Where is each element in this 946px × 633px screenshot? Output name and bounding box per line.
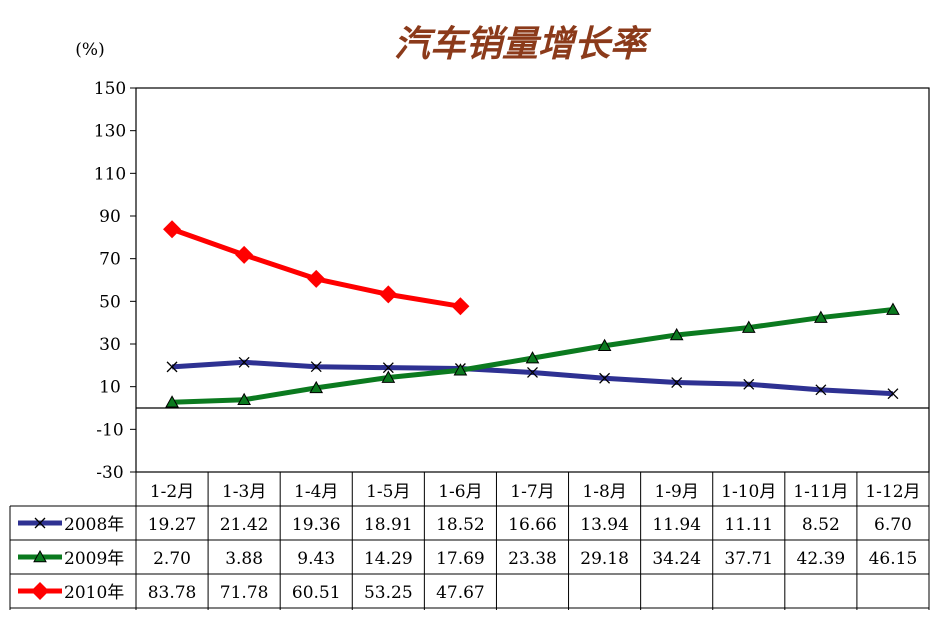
legend-label: 2009年 (64, 549, 124, 569)
legend-label: 2008年 (64, 515, 124, 535)
data-point-marker (165, 395, 179, 408)
data-point-marker (887, 388, 899, 400)
y-tick-label: 130 (94, 122, 126, 142)
data-point-marker (743, 378, 755, 390)
data-table-value: 13.94 (580, 515, 629, 535)
data-table-value: 9.43 (297, 549, 335, 569)
data-table-value: 2.70 (153, 549, 191, 569)
category-label: 1-6月 (438, 482, 482, 502)
data-table-value: 8.52 (802, 515, 840, 535)
category-label: 1-12月 (865, 482, 920, 502)
y-tick-label: 110 (94, 164, 126, 184)
chart-title: 汽车销量增长率 (394, 24, 652, 65)
data-point-marker (309, 380, 324, 394)
data-point-marker (741, 320, 756, 333)
data-table-value: 6.70 (874, 515, 912, 535)
category-label: 1-7月 (510, 482, 554, 502)
data-point-marker (166, 361, 178, 373)
data-table-value: 71.78 (220, 583, 269, 603)
y-tick-label: 10 (99, 378, 121, 398)
data-table-value: 18.52 (436, 515, 485, 535)
data-table-value: 17.69 (436, 549, 485, 569)
y-tick-label: 150 (94, 79, 126, 99)
category-label: 1-9月 (654, 482, 698, 502)
data-point-marker (310, 361, 322, 373)
data-table-value: 42.39 (797, 549, 846, 569)
legend-marker (34, 517, 46, 529)
data-table-value: 37.71 (724, 549, 773, 569)
data-point-marker (815, 384, 827, 396)
category-label: 1-10月 (721, 482, 776, 502)
series-line-1 (171, 359, 894, 397)
y-tick-label: 90 (99, 207, 121, 227)
category-label: 1-3月 (222, 482, 266, 502)
y-tick-label: -30 (96, 463, 123, 483)
data-point-marker (382, 362, 394, 374)
y-tick-label: 50 (99, 292, 121, 312)
data-table-value: 18.91 (364, 515, 413, 535)
plot-area-frame (135, 87, 930, 473)
data-point-marker (814, 310, 828, 323)
series-line-3 (171, 226, 461, 309)
data-point-marker (453, 363, 468, 376)
data-table-value: 11.11 (724, 515, 773, 535)
data-table-value: 16.66 (508, 515, 557, 535)
y-tick-label: -10 (96, 420, 123, 440)
data-point-marker (235, 245, 254, 264)
data-point-marker (525, 351, 540, 364)
data-table-value: 83.78 (148, 583, 197, 603)
category-label: 1-2月 (150, 482, 194, 502)
data-table-value: 53.25 (364, 583, 413, 603)
data-point-marker (451, 297, 470, 316)
y-tick-label: 30 (99, 335, 121, 355)
data-point-marker (597, 338, 612, 352)
data-point-marker (599, 372, 611, 384)
data-point-marker (238, 356, 250, 368)
data-table-value: 23.38 (508, 549, 557, 569)
category-label: 1-8月 (582, 482, 626, 502)
legend-marker (33, 549, 47, 563)
data-table-value: 46.15 (869, 549, 918, 569)
data-point-marker (163, 220, 182, 239)
data-point-marker (379, 285, 398, 304)
y-tick-label: 70 (99, 250, 121, 270)
data-table-value: 29.18 (580, 549, 629, 569)
data-table-value: 34.24 (652, 549, 701, 569)
data-table-value: 14.29 (364, 549, 413, 569)
legend-marker (31, 582, 49, 600)
data-point-marker (669, 327, 684, 341)
data-table-value: 47.67 (436, 583, 485, 603)
data-point-marker (527, 366, 538, 378)
data-point-marker (886, 302, 900, 315)
data-table-value: 3.88 (225, 549, 263, 569)
data-point-marker (237, 392, 251, 406)
category-label: 1-4月 (294, 482, 338, 502)
category-label: 1-5月 (366, 482, 410, 502)
data-table-value: 11.94 (652, 515, 701, 535)
legend-label: 2010年 (64, 583, 124, 603)
data-point-marker (381, 370, 396, 383)
data-table-value: 60.51 (292, 583, 341, 603)
data-table-value: 19.27 (148, 515, 197, 535)
data-table-value: 19.36 (292, 515, 341, 535)
y-axis-unit-label: (%) (75, 40, 104, 60)
data-point-marker (307, 269, 326, 288)
category-label: 1-11月 (793, 482, 848, 502)
data-table-value: 21.42 (220, 515, 269, 535)
data-point-marker (671, 377, 683, 388)
